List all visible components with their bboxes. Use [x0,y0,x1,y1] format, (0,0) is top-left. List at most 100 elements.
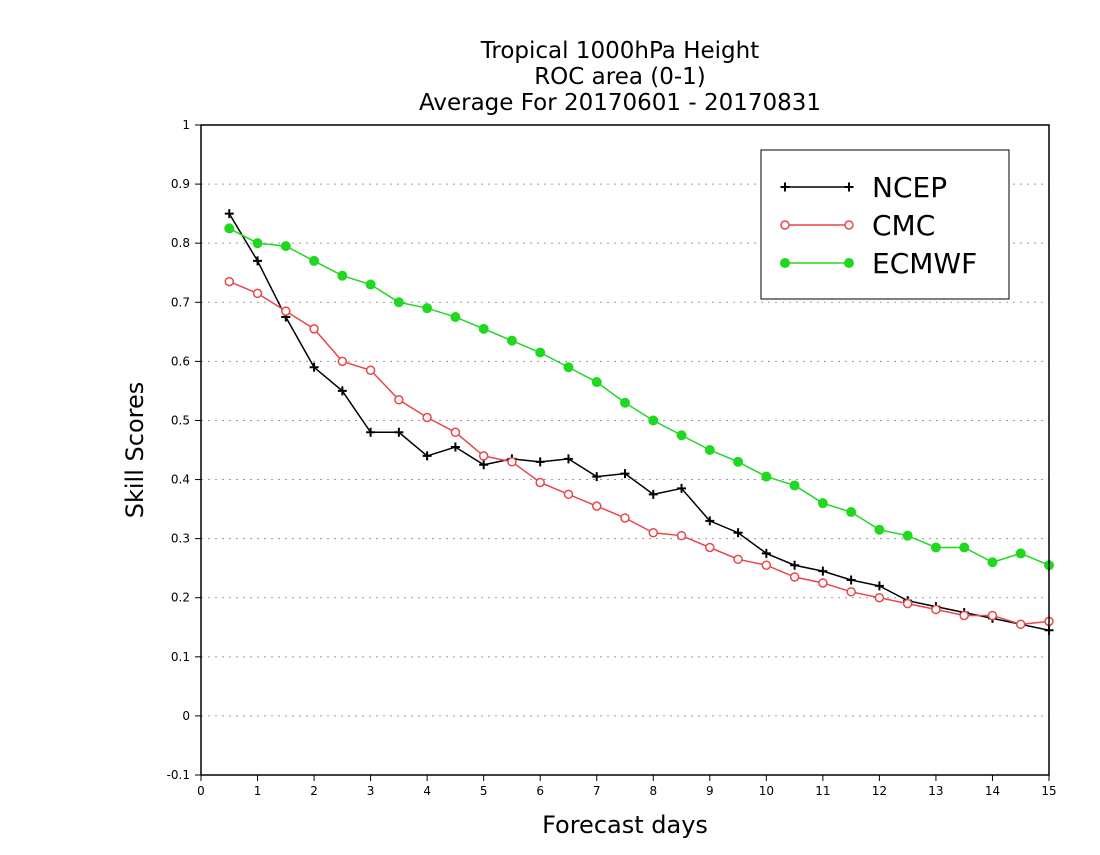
series-ncep [224,209,1054,635]
y-tick-label: 0.5 [171,413,190,427]
data-point [761,471,772,482]
y-tick-label: 0.2 [171,591,190,605]
y-tick-label: 0.4 [171,473,190,487]
x-tick-label: 11 [815,784,830,798]
data-point [846,507,857,518]
data-point [1015,548,1026,559]
data-point [224,223,235,234]
plot-frame [200,124,1050,776]
series-line [228,213,1050,631]
data-point [309,362,319,372]
series-cmc [224,276,1054,630]
data-point [450,312,461,323]
y-tick-label: 0.9 [171,177,190,191]
x-tick-label: 5 [480,784,488,798]
data-point [733,554,743,565]
data-point [365,279,376,290]
data-point [931,604,941,615]
data-point [253,256,263,266]
data-point [535,477,545,488]
y-tick-label: 0.1 [171,650,190,664]
data-point [393,297,404,308]
data-point [280,241,291,252]
data-point [705,542,715,553]
data-point [818,578,828,588]
data-point [790,560,800,570]
data-point [591,501,602,511]
y-axis-ticks: -0.1 0 0.1 0.2 0.3 0.4 0.5 0.6 0.7 0.8 0.9 1 [167,118,201,782]
data-point [337,356,348,367]
data-point [902,598,913,609]
y-tick-label: 0.3 [171,532,190,546]
title-line-1: Tropical 1000hPa Height [480,38,760,64]
data-point [874,581,884,591]
y-tick-label: 0.6 [171,354,190,368]
data-point [309,324,319,334]
data-point [761,560,772,570]
data-point [478,451,489,461]
data-point [733,456,744,467]
data-point [620,469,630,479]
x-tick-label: 15 [1041,784,1056,798]
x-tick-label: 10 [759,784,774,798]
plot-area [224,209,1054,635]
data-point [309,255,320,266]
data-point [507,457,517,467]
x-tick-label: 3 [367,784,375,798]
data-point [422,451,432,461]
x-axis-title: Forecast days [542,811,708,839]
data-point [648,415,659,426]
data-point [844,182,854,192]
data-point [677,483,687,493]
data-point [844,258,854,268]
y-tick-label: 0 [182,709,190,723]
data-point [365,365,376,375]
legend-label: ECMWF [872,247,977,280]
data-point [366,427,376,437]
x-tick-label: 6 [536,784,544,798]
chart-title: Tropical 1000hPa Height ROC area (0-1) A… [419,38,821,116]
x-tick-label: 13 [928,784,943,798]
data-point [676,430,687,441]
data-point [535,347,546,358]
x-tick-label: 0 [197,784,205,798]
legend-item-cmc: CMC [780,209,935,242]
data-point [394,395,404,405]
x-tick-label: 1 [254,784,262,798]
y-tick-label: 0.8 [171,236,190,250]
data-point [780,220,790,230]
data-point [252,288,263,299]
data-point [422,303,433,314]
data-point [535,457,545,467]
data-point [780,258,790,268]
x-tick-label: 7 [593,784,601,798]
data-point [450,442,460,452]
x-tick-label: 12 [872,784,887,798]
data-point [1015,619,1026,630]
data-point [761,548,771,558]
data-point [620,513,630,523]
data-point [818,566,828,576]
x-tick-label: 9 [706,784,714,798]
legend-label: CMC [872,209,935,242]
data-point [846,587,856,597]
x-tick-label: 2 [310,784,318,798]
data-point [648,489,658,499]
data-point [563,489,574,500]
y-tick-label: -0.1 [167,768,190,782]
data-point [789,572,800,582]
x-tick-label: 14 [985,784,1000,798]
data-point [252,238,263,249]
data-point [705,516,715,526]
data-point [844,220,854,230]
data-point [224,209,234,219]
data-point [394,427,404,437]
data-point [902,530,913,541]
x-tick-label: 8 [649,784,657,798]
data-point [789,480,800,491]
data-point [337,270,348,281]
data-point [959,542,970,553]
data-point [676,530,687,541]
